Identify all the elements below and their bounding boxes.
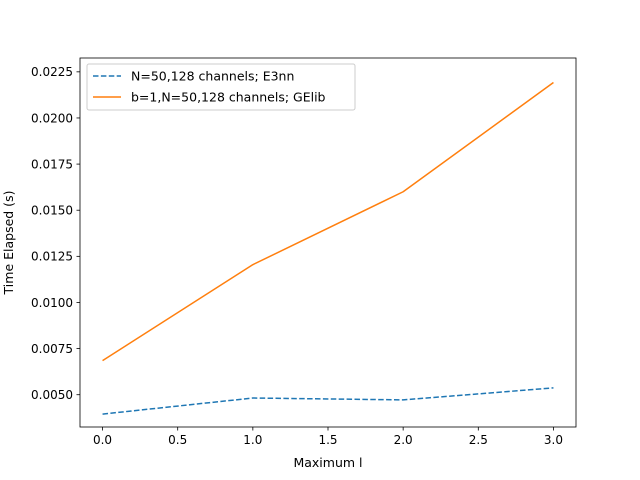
series-line-e3nn: [102, 387, 554, 415]
y-tick-label: 0.0150: [31, 204, 73, 218]
y-tick-label: 0.0050: [31, 388, 73, 402]
y-tick-label: 0.0125: [31, 250, 73, 264]
y-axis: 0.0050 0.0075 0.0100 0.0125 0.0150 0.0175 0.02…: [31, 65, 80, 402]
legend-box: [86, 63, 356, 111]
legend: N=50,128 channels; E3nn b=1,N=50,128 cha…: [86, 63, 356, 111]
x-tick-label: 1.5: [318, 433, 337, 447]
x-axis: 0.0 0.5 1.0 1.5 2.0 2.5 3.0: [93, 427, 563, 447]
legend-entry-e3nn: N=50,128 channels; E3nn: [131, 69, 294, 84]
series-line-gelib: [102, 81, 554, 362]
x-tick-label: 0.0: [93, 433, 112, 447]
y-tick-label: 0.0100: [31, 296, 73, 310]
y-axis-label: Time Elapsed (s): [1, 191, 16, 296]
x-tick-label: 1.0: [243, 433, 262, 447]
series-layer: [102, 81, 554, 415]
x-tick-label: 2.5: [469, 433, 488, 447]
x-tick-label: 3.0: [544, 433, 563, 447]
y-tick-label: 0.0225: [31, 65, 73, 79]
y-tick-label: 0.0175: [31, 157, 73, 171]
y-tick-label: 0.0075: [31, 342, 73, 356]
x-axis-label: Maximum l: [293, 455, 362, 470]
x-tick-label: 0.5: [168, 433, 187, 447]
y-tick-label: 0.0200: [31, 111, 73, 125]
legend-entry-gelib: b=1,N=50,128 channels; GElib: [131, 90, 326, 105]
x-tick-label: 2.0: [394, 433, 413, 447]
